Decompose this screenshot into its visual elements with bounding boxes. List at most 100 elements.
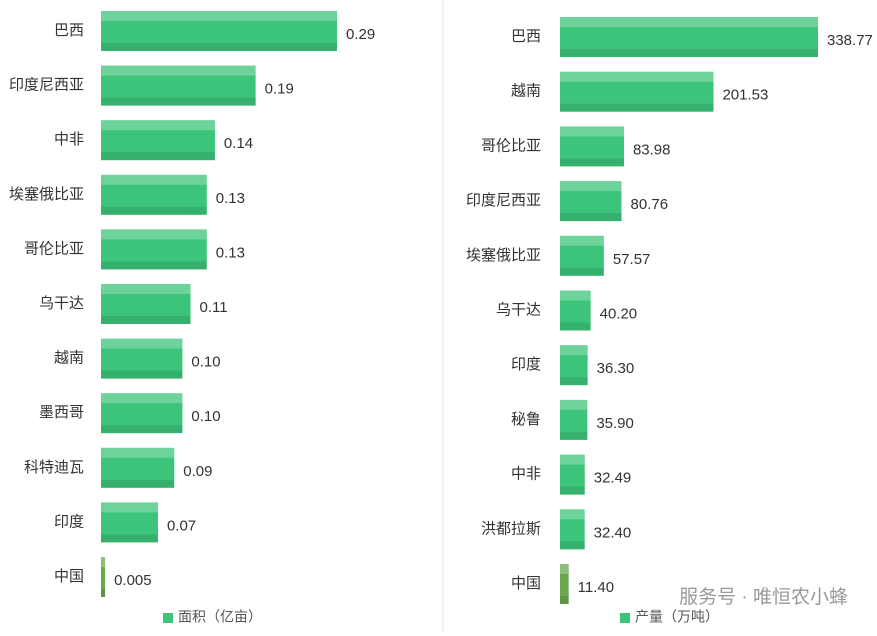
- bar-shade: [101, 152, 215, 161]
- bar-shade: [560, 322, 591, 331]
- bar-top-face: [560, 564, 569, 574]
- bar-top-face: [560, 290, 591, 301]
- bar-top-face: [101, 338, 183, 349]
- bar-top-face: [101, 393, 183, 404]
- bar-top-face: [101, 11, 337, 21]
- bar-shade: [101, 97, 256, 106]
- category-label: 印度: [511, 356, 541, 373]
- bar-shade: [101, 534, 158, 543]
- category-label: 中非: [511, 466, 541, 483]
- value-label: 201.53: [722, 87, 768, 104]
- bar: [560, 17, 818, 57]
- bar-shade: [560, 541, 585, 550]
- value-label: 0.14: [224, 135, 253, 152]
- value-label: 83.98: [633, 141, 671, 158]
- bar-top-face: [560, 399, 588, 410]
- bar-shade: [101, 425, 183, 434]
- value-label: 0.13: [216, 244, 245, 261]
- bar-shade: [101, 589, 106, 597]
- category-label: 巴西: [54, 22, 84, 39]
- bar: [560, 71, 714, 112]
- value-label: 0.005: [114, 572, 152, 589]
- bar-shade: [560, 103, 714, 112]
- bar-shade: [560, 431, 588, 440]
- bar: [560, 564, 569, 604]
- value-label: 0.07: [167, 517, 196, 534]
- category-label: 秘鲁: [511, 411, 541, 428]
- category-label: 哥伦比亚: [24, 240, 84, 257]
- bar: [560, 126, 624, 167]
- bar-top-face: [560, 181, 622, 192]
- bar-top-face: [101, 120, 215, 131]
- value-label: 338.77: [827, 32, 873, 49]
- bar-shade: [560, 486, 585, 495]
- bar-shade: [560, 213, 622, 222]
- value-label: 11.40: [578, 579, 614, 596]
- category-label: 洪都拉斯: [481, 520, 541, 537]
- bar-shade: [101, 316, 191, 324]
- value-label: 36.30: [597, 360, 635, 377]
- category-label: 墨西哥: [39, 404, 84, 421]
- bar: [101, 502, 158, 543]
- legend-swatch: [163, 613, 173, 623]
- category-label: 中非: [54, 131, 84, 148]
- category-label: 越南: [54, 350, 84, 367]
- bar: [101, 65, 256, 106]
- category-label: 印度尼西亚: [9, 77, 84, 94]
- bar-top-face: [101, 557, 106, 567]
- bar: [560, 399, 588, 440]
- bar: [101, 11, 337, 51]
- bar-top-face: [560, 126, 624, 137]
- value-label: 80.76: [631, 196, 669, 213]
- bar-shade: [560, 377, 588, 386]
- bar-top-face: [560, 454, 585, 465]
- value-label: 0.29: [346, 26, 375, 43]
- legend-swatch: [620, 613, 630, 623]
- watermark: 服务号 · 唯恒农小蜂: [679, 586, 848, 608]
- bar: [101, 557, 106, 597]
- bar: [560, 509, 585, 550]
- value-label: 0.19: [265, 81, 294, 98]
- value-label: 0.10: [191, 408, 220, 425]
- value-label: 57.57: [613, 251, 651, 268]
- bar: [101, 284, 191, 324]
- category-label: 哥伦比亚: [481, 137, 541, 154]
- category-label: 越南: [511, 83, 541, 100]
- bar-top-face: [101, 502, 158, 513]
- bar-shade: [560, 267, 604, 276]
- bar: [560, 181, 622, 222]
- value-label: 0.13: [216, 190, 245, 207]
- bar-top-face: [101, 447, 175, 458]
- bar-top-face: [560, 509, 585, 520]
- bar-shade: [560, 158, 624, 167]
- bar-top-face: [560, 345, 588, 356]
- bar: [101, 229, 207, 270]
- bar: [101, 447, 175, 488]
- bar-shade: [101, 261, 207, 270]
- bar-top-face: [101, 284, 191, 294]
- category-label: 印度: [54, 513, 84, 530]
- value-label: 0.09: [183, 463, 212, 480]
- value-label: 0.10: [191, 354, 220, 371]
- bar: [560, 454, 585, 495]
- category-label: 埃塞俄比亚: [466, 246, 541, 264]
- value-label: 32.49: [594, 470, 632, 487]
- bar-shade: [560, 49, 818, 57]
- bar: [560, 235, 604, 276]
- bar: [101, 393, 183, 434]
- category-label: 埃塞俄比亚: [9, 185, 84, 203]
- bar-top-face: [101, 65, 256, 76]
- value-label: 32.40: [594, 524, 632, 541]
- bar-shade: [560, 596, 569, 604]
- bar-shade: [101, 206, 207, 215]
- bar: [560, 345, 588, 386]
- bar-top-face: [560, 17, 818, 27]
- category-label: 科特迪瓦: [24, 459, 84, 476]
- category-label: 中国: [54, 568, 84, 585]
- value-label: 40.20: [600, 305, 638, 322]
- bar-shade: [101, 370, 183, 379]
- bar: [101, 174, 207, 215]
- bar: [560, 290, 591, 331]
- bar-shade: [101, 43, 337, 51]
